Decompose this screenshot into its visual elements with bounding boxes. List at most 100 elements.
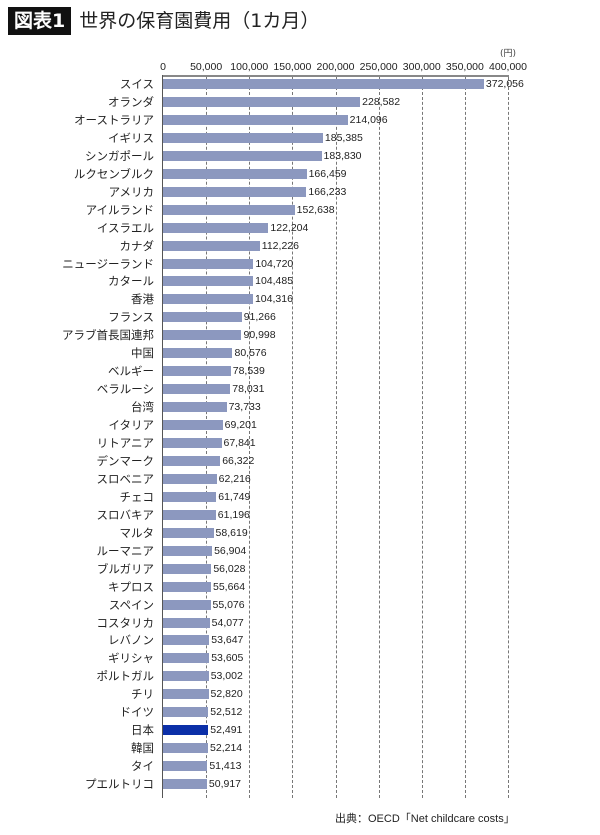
value-label: 112,226 bbox=[261, 239, 299, 252]
bar-row: シンガポール 183,830 bbox=[0, 147, 600, 165]
category-label: 日本 bbox=[131, 723, 154, 738]
bar bbox=[163, 527, 214, 538]
gridline bbox=[508, 77, 509, 798]
value-label: 58,619 bbox=[215, 526, 248, 539]
value-label: 67,841 bbox=[223, 437, 256, 449]
bar bbox=[163, 258, 254, 269]
figure-badge: 図表1 bbox=[8, 7, 72, 35]
bar-row: ドイツ 52,512 bbox=[0, 703, 600, 721]
bar-row: ベラルーシ 78,031 bbox=[0, 380, 600, 398]
value-label: 152,638 bbox=[296, 203, 335, 216]
category-label: フランス bbox=[108, 310, 154, 325]
value-label: 166,233 bbox=[308, 185, 347, 198]
category-label: ルーマニア bbox=[96, 543, 155, 558]
value-label: 52,491 bbox=[210, 724, 243, 737]
x-tick-label: 100,000 bbox=[230, 61, 269, 73]
bar-row: チリ 52,820 bbox=[0, 685, 600, 703]
category-label: ギリシャ bbox=[108, 651, 154, 666]
bar-row: コスタリカ 54,077 bbox=[0, 614, 600, 632]
bar bbox=[163, 222, 269, 233]
value-label: 69,201 bbox=[224, 419, 257, 432]
category-label: アラブ首長国連邦 bbox=[62, 328, 154, 343]
category-label: チェコ bbox=[119, 489, 155, 504]
bar bbox=[163, 653, 210, 664]
bar bbox=[163, 204, 295, 215]
value-label: 56,028 bbox=[213, 562, 246, 575]
category-label: カナダ bbox=[119, 238, 155, 253]
bar bbox=[163, 330, 242, 341]
bar bbox=[163, 635, 210, 646]
value-label: 62,216 bbox=[218, 472, 251, 485]
bar-row: 台湾 73,733 bbox=[0, 398, 600, 416]
bar bbox=[163, 509, 216, 520]
bar-row: チェコ 61,749 bbox=[0, 488, 600, 506]
bar-row: レバノン 53,647 bbox=[0, 631, 600, 649]
bar-row: スペイン 55,076 bbox=[0, 596, 600, 614]
bar bbox=[163, 779, 207, 790]
bar-row: マルタ 58,619 bbox=[0, 524, 600, 542]
gridline bbox=[292, 77, 293, 798]
value-label: 166,459 bbox=[308, 167, 347, 180]
bar bbox=[163, 240, 260, 251]
x-tick-label: 200,000 bbox=[316, 61, 355, 73]
bar-row: オランダ 228,582 bbox=[0, 93, 600, 111]
bar-row: ポルトガル 53,002 bbox=[0, 667, 600, 685]
value-label: 51,413 bbox=[209, 760, 242, 773]
category-label: タイ bbox=[131, 759, 154, 774]
category-label: ルクセンブルク bbox=[73, 166, 154, 181]
unit-label: (円) bbox=[499, 49, 517, 59]
bar bbox=[163, 366, 231, 377]
bar bbox=[163, 384, 231, 395]
value-label: 53,605 bbox=[211, 652, 244, 665]
category-label: ドイツ bbox=[119, 705, 155, 720]
gridline bbox=[379, 77, 380, 798]
bar bbox=[163, 186, 307, 197]
bar-row: アイルランド 152,638 bbox=[0, 201, 600, 219]
value-label: 372,056 bbox=[485, 78, 524, 90]
bar bbox=[163, 402, 227, 413]
bar-row: ベルギー 78,539 bbox=[0, 362, 600, 380]
category-label: 香港 bbox=[131, 292, 154, 307]
category-label: プエルトリコ bbox=[85, 777, 154, 792]
bar bbox=[163, 599, 211, 610]
bar-row: カタール 104,485 bbox=[0, 272, 600, 290]
value-label: 56,904 bbox=[214, 544, 247, 557]
chart-header: 図表1 世界の保育園費用（1カ月） bbox=[8, 7, 319, 35]
bar bbox=[163, 743, 209, 754]
category-label: ニュージーランド bbox=[62, 256, 154, 271]
bar-row: 日本 52,491 bbox=[0, 721, 600, 739]
value-label: 228,582 bbox=[362, 95, 401, 108]
value-label: 91,266 bbox=[243, 311, 276, 324]
bar-row: イスラエル 122,204 bbox=[0, 219, 600, 237]
gridline bbox=[465, 77, 466, 798]
gridline bbox=[206, 77, 207, 798]
category-label: コスタリカ bbox=[96, 615, 155, 630]
bar bbox=[163, 473, 217, 484]
source-note: 出典：OECD「Net childcare costs」 bbox=[335, 813, 515, 825]
x-tick-label: 300,000 bbox=[402, 61, 441, 73]
bar-row: デンマーク 66,322 bbox=[0, 452, 600, 470]
value-label: 104,316 bbox=[254, 293, 293, 306]
bar-row: プエルトリコ 50,917 bbox=[0, 775, 600, 793]
value-label: 50,917 bbox=[208, 778, 242, 791]
category-label: 中国 bbox=[131, 346, 154, 361]
category-label: スロベニア bbox=[96, 471, 155, 486]
y-axis-line bbox=[162, 75, 163, 798]
category-label: 韓国 bbox=[131, 741, 154, 756]
bar bbox=[163, 689, 209, 700]
x-tick-label: 400,000 bbox=[489, 61, 527, 73]
bar-row: アラブ首長国連邦 90,998 bbox=[0, 326, 600, 344]
bar-row: スロベニア 62,216 bbox=[0, 470, 600, 488]
bar bbox=[163, 79, 484, 89]
value-label: 61,196 bbox=[217, 508, 250, 521]
bar-row: スイス 372,056 bbox=[0, 75, 600, 93]
bar bbox=[163, 438, 222, 448]
category-label: キプロス bbox=[108, 579, 154, 594]
category-label: アメリカ bbox=[108, 184, 154, 199]
bar-row: イタリア 69,201 bbox=[0, 416, 600, 434]
bar-row: スロバキア 61,196 bbox=[0, 506, 600, 524]
category-label: レバノン bbox=[108, 633, 154, 648]
category-label: マルタ bbox=[119, 525, 155, 540]
bar bbox=[163, 294, 253, 305]
